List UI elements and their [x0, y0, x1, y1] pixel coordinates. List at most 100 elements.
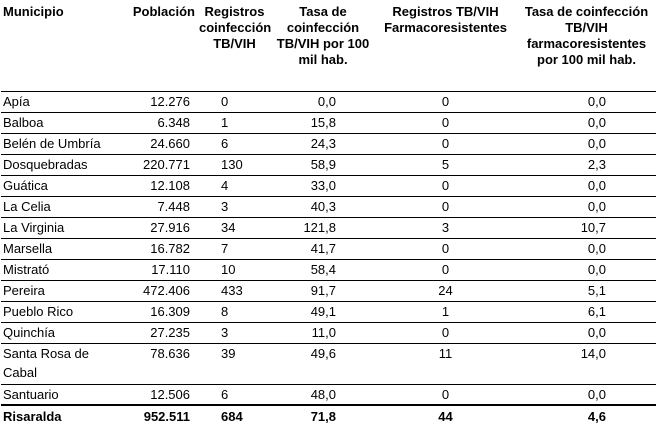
cell-tasa-farmacoresistentes: 6,1	[517, 301, 656, 323]
table-row: Quinchía 27.235 3 11,0 0 0,0	[1, 322, 656, 344]
cell-poblacion: 17.110	[121, 259, 197, 281]
cell-tasa-farmacoresistentes: 0,0	[517, 322, 656, 344]
cell-registros-coinfeccion: 130	[197, 154, 272, 176]
cell-tasa-coinfeccion: 58,4	[272, 259, 374, 281]
cell-tasa-coinfeccion: 24,3	[272, 133, 374, 155]
header-registros-coinfeccion: Registros coinfección TB/VIH	[197, 0, 272, 92]
table-row: La Celia 7.448 3 40,3 0 0,0	[1, 196, 656, 218]
cell-municipio: Dosquebradas	[1, 154, 121, 176]
total-municipio: Risaralda	[1, 404, 121, 427]
cell-registros-farmacoresistentes: 11	[374, 343, 517, 385]
cell-poblacion: 472.406	[121, 280, 197, 302]
cell-registros-farmacoresistentes: 5	[374, 154, 517, 176]
table-row: Pereira 472.406 433 91,7 24 5,1	[1, 280, 656, 302]
table-row: Santa Rosa de Cabal 78.636 39 49,6 11 14,0	[1, 343, 656, 385]
cell-tasa-farmacoresistentes: 5,1	[517, 280, 656, 302]
total-registros-coinfeccion: 684	[197, 404, 272, 427]
cell-registros-coinfeccion: 39	[197, 343, 272, 385]
cell-poblacion: 220.771	[121, 154, 197, 176]
cell-registros-coinfeccion: 3	[197, 196, 272, 218]
table-footer: Risaralda 952.511 684 71,8 44 4,6	[1, 404, 656, 427]
cell-registros-farmacoresistentes: 0	[374, 384, 517, 406]
cell-registros-coinfeccion: 34	[197, 217, 272, 239]
cell-tasa-farmacoresistentes: 0,0	[517, 196, 656, 218]
cell-tasa-coinfeccion: 0,0	[272, 91, 374, 113]
cell-tasa-farmacoresistentes: 0,0	[517, 384, 656, 406]
table-body: Apía 12.276 0 0,0 0 0,0 Balboa 6.348 1 15,8 0 0,0 Be…	[1, 91, 656, 406]
cell-tasa-farmacoresistentes: 0,0	[517, 238, 656, 260]
cell-poblacion: 78.636	[121, 343, 197, 385]
cell-registros-farmacoresistentes: 0	[374, 322, 517, 344]
cell-registros-farmacoresistentes: 0	[374, 259, 517, 281]
cell-tasa-coinfeccion: 40,3	[272, 196, 374, 218]
header-tasa-coinfeccion: Tasa de coinfección TB/VIH por 100 mil h…	[272, 0, 374, 92]
cell-registros-farmacoresistentes: 0	[374, 175, 517, 197]
cell-municipio: Santuario	[1, 384, 121, 406]
cell-poblacion: 27.235	[121, 322, 197, 344]
table-row: Santuario 12.506 6 48,0 0 0,0	[1, 384, 656, 406]
table-row: Belén de Umbría 24.660 6 24,3 0 0,0	[1, 133, 656, 155]
table-row: Dosquebradas 220.771 130 58,9 5 2,3	[1, 154, 656, 176]
cell-tasa-coinfeccion: 49,1	[272, 301, 374, 323]
cell-registros-coinfeccion: 6	[197, 133, 272, 155]
cell-registros-coinfeccion: 3	[197, 322, 272, 344]
header-row: Municipio Población Registros coinfecció…	[1, 0, 656, 92]
cell-poblacion: 12.506	[121, 384, 197, 406]
cell-registros-farmacoresistentes: 0	[374, 133, 517, 155]
cell-tasa-coinfeccion: 33,0	[272, 175, 374, 197]
table-row: La Virginia 27.916 34 121,8 3 10,7	[1, 217, 656, 239]
cell-municipio: Santa Rosa de Cabal	[1, 343, 121, 385]
table-row: Mistrató 17.110 10 58,4 0 0,0	[1, 259, 656, 281]
table-row: Apía 12.276 0 0,0 0 0,0	[1, 91, 656, 113]
cell-tasa-farmacoresistentes: 0,0	[517, 91, 656, 113]
cell-tasa-coinfeccion: 58,9	[272, 154, 374, 176]
cell-registros-coinfeccion: 4	[197, 175, 272, 197]
table-row: Pueblo Rico 16.309 8 49,1 1 6,1	[1, 301, 656, 323]
cell-municipio: La Virginia	[1, 217, 121, 239]
cell-registros-farmacoresistentes: 0	[374, 91, 517, 113]
cell-municipio: Mistrató	[1, 259, 121, 281]
cell-tasa-farmacoresistentes: 10,7	[517, 217, 656, 239]
cell-tasa-coinfeccion: 91,7	[272, 280, 374, 302]
cell-tasa-farmacoresistentes: 0,0	[517, 133, 656, 155]
cell-poblacion: 24.660	[121, 133, 197, 155]
cell-registros-farmacoresistentes: 0	[374, 238, 517, 260]
cell-registros-farmacoresistentes: 0	[374, 196, 517, 218]
table-row: Guática 12.108 4 33,0 0 0,0	[1, 175, 656, 197]
cell-poblacion: 27.916	[121, 217, 197, 239]
cell-registros-coinfeccion: 6	[197, 384, 272, 406]
cell-tasa-coinfeccion: 15,8	[272, 112, 374, 134]
cell-registros-farmacoresistentes: 3	[374, 217, 517, 239]
cell-municipio: Apía	[1, 91, 121, 113]
cell-tasa-coinfeccion: 49,6	[272, 343, 374, 385]
total-row: Risaralda 952.511 684 71,8 44 4,6	[1, 404, 656, 427]
cell-poblacion: 16.782	[121, 238, 197, 260]
cell-municipio: Pueblo Rico	[1, 301, 121, 323]
cell-tasa-coinfeccion: 41,7	[272, 238, 374, 260]
cell-poblacion: 7.448	[121, 196, 197, 218]
cell-registros-farmacoresistentes: 1	[374, 301, 517, 323]
table-row: Balboa 6.348 1 15,8 0 0,0	[1, 112, 656, 134]
cell-tasa-coinfeccion: 121,8	[272, 217, 374, 239]
cell-municipio: Marsella	[1, 238, 121, 260]
cell-tasa-coinfeccion: 11,0	[272, 322, 374, 344]
cell-municipio: La Celia	[1, 196, 121, 218]
total-tasa-farmacoresistentes: 4,6	[517, 404, 656, 427]
cell-registros-coinfeccion: 1	[197, 112, 272, 134]
cell-tasa-farmacoresistentes: 0,0	[517, 259, 656, 281]
cell-registros-coinfeccion: 433	[197, 280, 272, 302]
cell-tasa-farmacoresistentes: 2,3	[517, 154, 656, 176]
cell-municipio: Belén de Umbría	[1, 133, 121, 155]
header-registros-farmacoresistentes: Registros TB/VIH Farmacoresistentes	[374, 0, 517, 92]
table-row: Marsella 16.782 7 41,7 0 0,0	[1, 238, 656, 260]
cell-municipio: Guática	[1, 175, 121, 197]
cell-poblacion: 12.108	[121, 175, 197, 197]
total-registros-farmacoresistentes: 44	[374, 404, 517, 427]
cell-tasa-farmacoresistentes: 0,0	[517, 112, 656, 134]
total-tasa-coinfeccion: 71,8	[272, 404, 374, 427]
total-poblacion: 952.511	[121, 404, 197, 427]
coinfection-table: Municipio Población Registros coinfecció…	[1, 0, 656, 427]
cell-municipio: Balboa	[1, 112, 121, 134]
cell-registros-coinfeccion: 7	[197, 238, 272, 260]
cell-tasa-farmacoresistentes: 0,0	[517, 175, 656, 197]
